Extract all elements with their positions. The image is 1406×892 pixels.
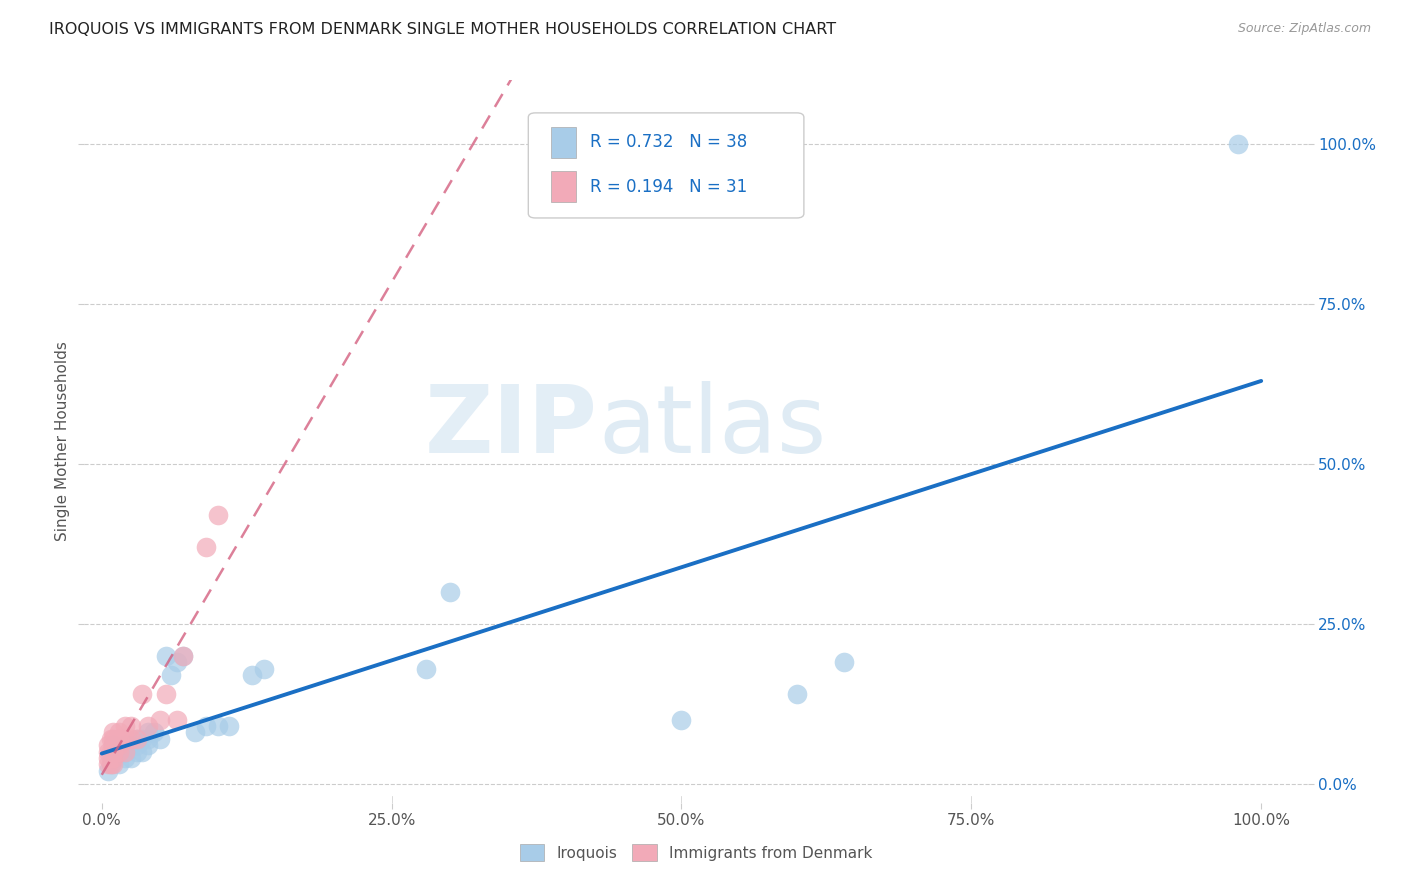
Legend: Iroquois, Immigrants from Denmark: Iroquois, Immigrants from Denmark [513, 838, 879, 867]
Point [125, 731, 148, 746]
Point [103, 738, 125, 752]
Point [114, 719, 136, 733]
Point [207, 508, 229, 522]
Point [103, 731, 125, 746]
Point [131, 731, 153, 746]
Point [96, 745, 118, 759]
Point [786, 687, 808, 701]
Point [832, 655, 855, 669]
Point [125, 745, 148, 759]
Point [103, 757, 125, 772]
Point [671, 713, 693, 727]
Point [160, 668, 183, 682]
Point [195, 540, 218, 554]
Point [108, 745, 131, 759]
Point [103, 745, 125, 759]
Point [114, 731, 136, 746]
Point [114, 745, 136, 759]
Point [103, 751, 125, 765]
Point [96, 764, 118, 778]
Point [166, 713, 188, 727]
Text: ZIP: ZIP [425, 381, 598, 473]
Point [136, 719, 159, 733]
Point [131, 745, 153, 759]
Point [415, 661, 437, 675]
Y-axis label: Single Mother Households: Single Mother Households [55, 342, 70, 541]
Text: R = 0.194   N = 31: R = 0.194 N = 31 [591, 178, 748, 195]
Point [1227, 137, 1250, 152]
Point [195, 719, 218, 733]
Point [114, 745, 136, 759]
Point [125, 738, 148, 752]
Point [100, 745, 122, 759]
Point [136, 725, 159, 739]
Point [125, 731, 148, 746]
Point [218, 719, 240, 733]
Point [120, 719, 142, 733]
Point [103, 725, 125, 739]
Text: IROQUOIS VS IMMIGRANTS FROM DENMARK SINGLE MOTHER HOUSEHOLDS CORRELATION CHART: IROQUOIS VS IMMIGRANTS FROM DENMARK SING… [49, 22, 837, 37]
Point [136, 731, 159, 746]
Point [96, 738, 118, 752]
Point [166, 655, 188, 669]
Point [131, 687, 153, 701]
Point [96, 757, 118, 772]
Point [100, 731, 122, 746]
Point [149, 731, 172, 746]
Point [108, 725, 131, 739]
Point [155, 648, 177, 663]
Point [142, 725, 165, 739]
Point [207, 719, 229, 733]
Point [120, 731, 142, 746]
Point [136, 738, 159, 752]
Point [172, 648, 194, 663]
Point [103, 738, 125, 752]
Point [149, 713, 172, 727]
Point [108, 757, 131, 772]
Point [183, 725, 205, 739]
Text: atlas: atlas [598, 381, 827, 473]
Point [172, 648, 194, 663]
Point [100, 757, 122, 772]
Point [120, 751, 142, 765]
Point [120, 738, 142, 752]
Point [114, 751, 136, 765]
Point [108, 745, 131, 759]
Point [100, 757, 122, 772]
Point [108, 738, 131, 752]
Text: R = 0.732   N = 38: R = 0.732 N = 38 [591, 133, 748, 152]
Text: Source: ZipAtlas.com: Source: ZipAtlas.com [1237, 22, 1371, 36]
Point [103, 751, 125, 765]
Point [155, 687, 177, 701]
Point [242, 668, 264, 682]
Point [96, 751, 118, 765]
Point [439, 584, 461, 599]
Point [103, 745, 125, 759]
Point [114, 738, 136, 752]
Point [253, 661, 276, 675]
Point [108, 731, 131, 746]
